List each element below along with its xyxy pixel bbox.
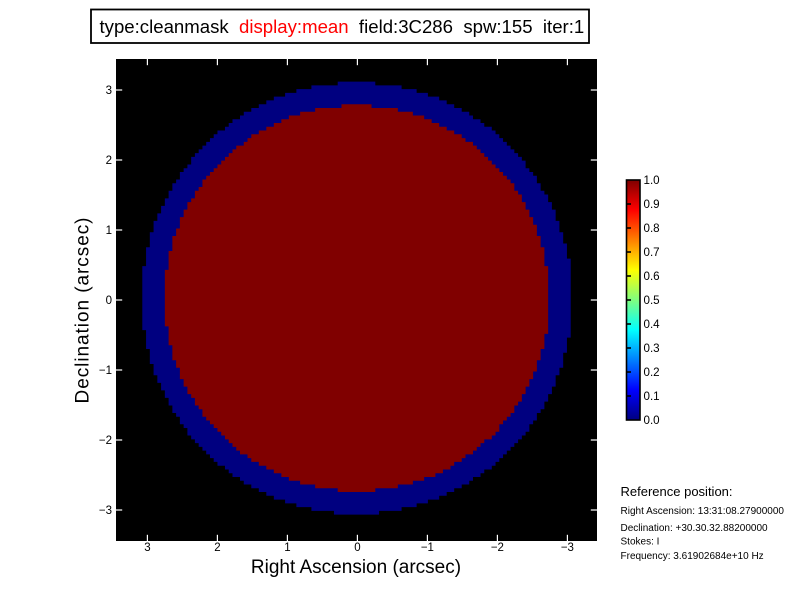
svg-text:Declination (arcsec): Declination (arcsec)	[73, 217, 94, 404]
svg-text:0.0: 0.0	[644, 414, 660, 427]
svg-text:−3: −3	[99, 505, 112, 517]
svg-text:0: 0	[106, 295, 112, 307]
svg-text:0.2: 0.2	[644, 366, 660, 379]
svg-text:0.7: 0.7	[644, 246, 660, 259]
svg-text:1: 1	[106, 225, 112, 237]
svg-text:3: 3	[144, 542, 150, 554]
svg-text:−2: −2	[491, 542, 504, 554]
svg-text:2: 2	[106, 155, 112, 167]
svg-text:Frequency: 3.61902684e+10 Hz: Frequency: 3.61902684e+10 Hz	[621, 551, 764, 562]
svg-text:1: 1	[284, 542, 290, 554]
svg-text:0.3: 0.3	[644, 342, 660, 355]
svg-text:−2: −2	[99, 435, 112, 447]
svg-text:0.8: 0.8	[644, 222, 660, 235]
svg-text:−1: −1	[421, 542, 434, 554]
svg-text:Reference position:: Reference position:	[621, 484, 733, 499]
svg-text:0.5: 0.5	[644, 294, 660, 307]
svg-text:0: 0	[354, 542, 360, 554]
svg-text:2: 2	[214, 542, 220, 554]
svg-text:0.9: 0.9	[644, 198, 660, 211]
svg-text:0.1: 0.1	[644, 390, 660, 403]
svg-text:1.0: 1.0	[644, 174, 660, 187]
svg-text:Right Ascension: 13:31:08.2790: Right Ascension: 13:31:08.27900000	[621, 506, 785, 517]
svg-text:−1: −1	[99, 365, 112, 377]
svg-text:0.4: 0.4	[644, 318, 661, 331]
svg-text:0.6: 0.6	[644, 270, 660, 283]
svg-text:3: 3	[106, 85, 112, 97]
svg-text:Right Ascension (arcsec): Right Ascension (arcsec)	[251, 557, 461, 578]
svg-text:Stokes: I: Stokes: I	[621, 537, 660, 548]
svg-text:type:cleanmask display:mean: type:cleanmask display:mean field:3C286 …	[100, 16, 585, 37]
svg-text:Declination: +30.30.32.8820000: Declination: +30.30.32.88200000	[621, 523, 769, 534]
svg-text:−3: −3	[561, 542, 574, 554]
